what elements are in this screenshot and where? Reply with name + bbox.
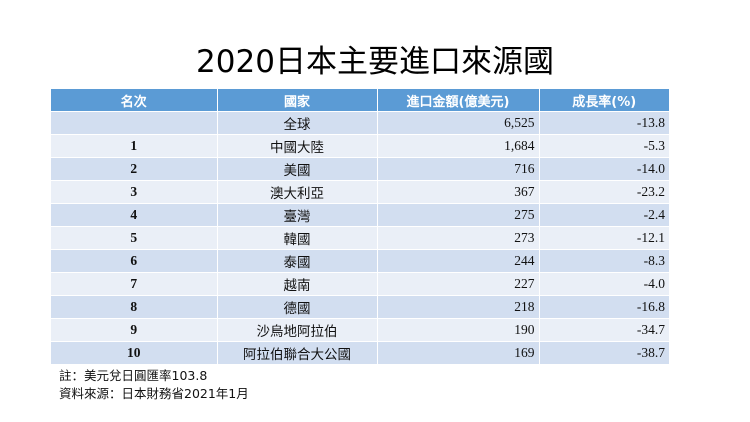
country-cell: 澳大利亞 [217, 180, 378, 204]
import-amount-cell: 190 [377, 318, 540, 342]
country-cell: 美國 [217, 157, 378, 181]
footnotes: 註：美元兌日圓匯率103.8 資料來源：日本財務省2021年1月 [59, 367, 249, 403]
rank-cell: 3 [51, 180, 218, 204]
import-amount-cell: 244 [377, 249, 540, 273]
import-amount-cell: 367 [377, 180, 540, 204]
rank-cell: 1 [51, 134, 218, 158]
table-row: 2 美國 716 -14.0 [51, 157, 669, 181]
rank-cell: 10 [51, 341, 218, 364]
import-amount-cell: 227 [377, 272, 540, 296]
growth-rate-cell: -16.8 [539, 295, 669, 319]
import-amount-cell: 6,525 [377, 111, 540, 135]
table-row: 4 臺灣 275 -2.4 [51, 203, 669, 227]
import-amount-cell: 218 [377, 295, 540, 319]
table-row: 9 沙烏地阿拉伯 190 -34.7 [51, 318, 669, 342]
growth-rate-cell: -5.3 [539, 134, 669, 158]
country-cell: 泰國 [217, 249, 378, 273]
rank-cell: 6 [51, 249, 218, 273]
country-cell: 阿拉伯聯合大公國 [217, 341, 378, 364]
country-cell: 全球 [217, 111, 378, 135]
import-sources-table: 名次 國家 進口金額(億美元) 成長率(%) 全球 6,525 -13.8 1 中國大陸… [51, 89, 669, 364]
country-cell: 臺灣 [217, 203, 378, 227]
table-body: 全球 6,525 -13.8 1 中國大陸 1,684 -5.3 2 美國 716 -14.0 3 澳大… [51, 111, 669, 364]
table-row: 10 阿拉伯聯合大公國 169 -38.7 [51, 341, 669, 364]
growth-rate-cell: -4.0 [539, 272, 669, 296]
country-cell: 韓國 [217, 226, 378, 250]
rank-cell: 4 [51, 203, 218, 227]
country-cell: 越南 [217, 272, 378, 296]
country-cell: 沙烏地阿拉伯 [217, 318, 378, 342]
header-country: 國家 [217, 89, 378, 112]
page-title: 2020日本主要進口來源國 [196, 44, 554, 80]
table-row: 3 澳大利亞 367 -23.2 [51, 180, 669, 204]
rank-cell: 2 [51, 157, 218, 181]
import-amount-cell: 275 [377, 203, 540, 227]
growth-rate-cell: -14.0 [539, 157, 669, 181]
growth-rate-cell: -13.8 [539, 111, 669, 135]
table-row: 7 越南 227 -4.0 [51, 272, 669, 296]
header-amount: 進口金額(億美元) [377, 89, 540, 112]
import-amount-cell: 169 [377, 341, 540, 364]
growth-rate-cell: -38.7 [539, 341, 669, 364]
header-growth: 成長率(%) [539, 89, 669, 112]
table-row: 全球 6,525 -13.8 [51, 111, 669, 135]
table-row: 8 德國 218 -16.8 [51, 295, 669, 319]
table-row: 5 韓國 273 -12.1 [51, 226, 669, 250]
import-amount-cell: 716 [377, 157, 540, 181]
rank-cell: 5 [51, 226, 218, 250]
import-amount-cell: 273 [377, 226, 540, 250]
rank-cell [51, 111, 218, 135]
table-header-row: 名次 國家 進口金額(億美元) 成長率(%) [51, 89, 669, 112]
growth-rate-cell: -34.7 [539, 318, 669, 342]
rank-cell: 7 [51, 272, 218, 296]
source-note: 資料來源：日本財務省2021年1月 [59, 386, 249, 401]
growth-rate-cell: -2.4 [539, 203, 669, 227]
country-cell: 中國大陸 [217, 134, 378, 158]
growth-rate-cell: -23.2 [539, 180, 669, 204]
rank-cell: 8 [51, 295, 218, 319]
table-row: 6 泰國 244 -8.3 [51, 249, 669, 273]
rank-cell: 9 [51, 318, 218, 342]
header-rank: 名次 [51, 89, 218, 112]
country-cell: 德國 [217, 295, 378, 319]
table-row: 1 中國大陸 1,684 -5.3 [51, 134, 669, 158]
exchange-rate-note: 註：美元兌日圓匯率103.8 [59, 368, 208, 383]
import-amount-cell: 1,684 [377, 134, 540, 158]
growth-rate-cell: -8.3 [539, 249, 669, 273]
growth-rate-cell: -12.1 [539, 226, 669, 250]
